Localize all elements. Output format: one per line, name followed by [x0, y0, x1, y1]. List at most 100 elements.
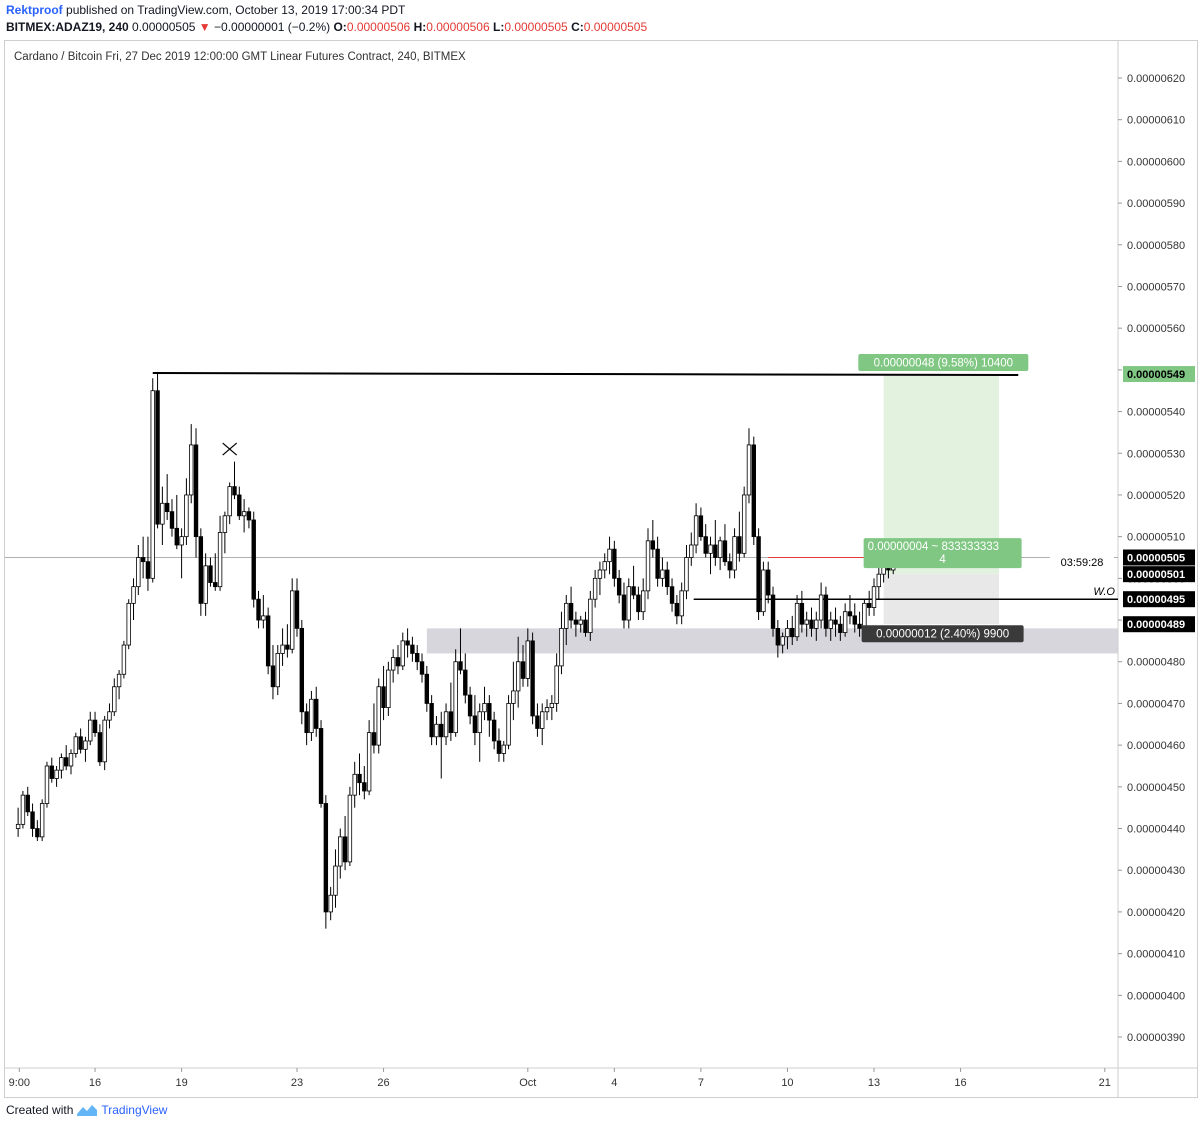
candle-body — [568, 602, 574, 621]
y-tick-label: 0.00000540 — [1127, 407, 1185, 419]
y-tick-label: 0.00000610 — [1127, 115, 1185, 127]
candle-body — [717, 540, 723, 558]
candle-body — [116, 673, 122, 688]
candle-body — [828, 619, 833, 629]
candle-body — [491, 719, 497, 742]
candle-body — [592, 577, 598, 600]
candle-body — [323, 803, 329, 913]
candle-body — [434, 723, 439, 738]
candle-body — [501, 744, 506, 754]
candle-body — [107, 711, 112, 721]
candle-body — [641, 590, 646, 613]
candle-body — [770, 594, 776, 629]
candle-body — [395, 657, 401, 667]
author-link[interactable]: Rektproof — [6, 3, 63, 17]
tradingview-brand[interactable]: TradingView — [101, 1103, 168, 1117]
candle-body — [275, 653, 280, 688]
candle-body — [703, 536, 708, 554]
y-tick-label: 0.00000570 — [1127, 281, 1185, 293]
candle-body — [472, 715, 478, 734]
x-tick-label: 7 — [698, 1077, 704, 1089]
candle-body — [785, 627, 790, 638]
price-axis-label: 0.00000505 — [1127, 553, 1185, 565]
candle-body — [448, 711, 454, 734]
price-axis-label-box — [1123, 616, 1195, 633]
x-tick-label: 16 — [954, 1077, 966, 1089]
candle-body — [352, 773, 357, 796]
candle-body — [203, 565, 208, 604]
candle-body — [179, 536, 184, 546]
labels-layer: 0.00000048 (9.58%) 10400 0.00000012 (2.40… — [858, 354, 1195, 643]
symbol-info: BITMEX:ADAZ19, 240 0.00000505 ▼ −0.00000… — [6, 20, 647, 34]
candle-body — [669, 586, 675, 604]
candle-body — [496, 740, 502, 754]
candle-body — [693, 515, 699, 546]
candle-body — [97, 732, 103, 763]
candle-body — [578, 619, 583, 625]
candle-body — [64, 757, 69, 767]
symbol-label[interactable]: BITMEX:ADAZ19, 240 — [6, 20, 129, 34]
candle-body — [78, 736, 83, 750]
candle-body — [400, 640, 405, 667]
candle-body — [650, 540, 656, 550]
candle-body — [463, 669, 468, 696]
chart-frame[interactable]: Cardano / Bitcoin Fri, 27 Dec 2019 12:00… — [4, 40, 1198, 1098]
candle-body — [338, 836, 343, 867]
candle-body — [655, 548, 660, 579]
candle-body — [838, 623, 843, 633]
close-label: C: — [571, 20, 584, 34]
price-chart[interactable]: Cardano / Bitcoin Fri, 27 Dec 2019 12:00… — [5, 41, 1197, 1097]
candle-body — [631, 586, 636, 596]
candle-body — [92, 719, 98, 734]
candle-body — [145, 561, 151, 579]
candle-body — [88, 719, 93, 742]
y-tick-label: 0.00000580 — [1127, 240, 1185, 252]
price-axis-label-box — [1123, 549, 1195, 566]
candle-body — [189, 444, 194, 496]
candle-body — [193, 444, 199, 538]
chart-title: Cardano / Bitcoin Fri, 27 Dec 2019 12:00… — [14, 51, 466, 63]
candle-body — [102, 719, 107, 763]
candle-body — [799, 602, 805, 625]
candle-body — [285, 644, 290, 650]
candle-body — [126, 602, 131, 646]
candle-body — [294, 590, 300, 629]
candle-body — [261, 615, 266, 621]
candle-body — [366, 732, 372, 792]
candle-body — [439, 723, 444, 738]
open-value: 0.00000506 — [346, 20, 411, 34]
candle-body — [458, 661, 463, 671]
candle-body — [112, 686, 117, 713]
last-price: 0.00000505 — [132, 20, 196, 34]
candle-body — [698, 515, 704, 538]
candle-body — [684, 557, 689, 592]
y-tick-label: 0.00000520 — [1127, 490, 1185, 502]
candle-body — [443, 711, 449, 738]
price-axis-label: 0.00000495 — [1127, 594, 1185, 606]
footer: Created with TradingView — [6, 1103, 167, 1117]
candle-body — [333, 865, 338, 896]
candle-body — [525, 640, 530, 679]
candle-body — [184, 494, 189, 538]
position-size-text: 0.00000004 ~ 833333333 — [868, 541, 999, 553]
candle-body — [155, 390, 160, 525]
candle-body — [265, 615, 271, 667]
candle-body — [756, 536, 761, 613]
x-tick-label: 19 — [175, 1077, 187, 1089]
candle-body — [559, 627, 564, 667]
candle-body — [410, 644, 415, 654]
y-tick-label: 0.00000470 — [1127, 698, 1185, 710]
x-tick-label: 13 — [868, 1077, 880, 1089]
candle-body — [169, 511, 175, 529]
candle-body — [35, 828, 40, 838]
candle-body — [246, 511, 252, 521]
price-axis-label: 0.00000489 — [1127, 619, 1185, 631]
y-tick-label: 0.00000510 — [1127, 532, 1185, 544]
candle-body — [842, 611, 848, 633]
candle-body — [318, 728, 324, 804]
candle-body — [871, 586, 877, 608]
x-tick-label: 23 — [291, 1077, 303, 1089]
candle-body — [424, 673, 430, 704]
publish-info: Rektproof published on TradingView.com, … — [6, 3, 405, 17]
candle-body — [727, 561, 732, 571]
